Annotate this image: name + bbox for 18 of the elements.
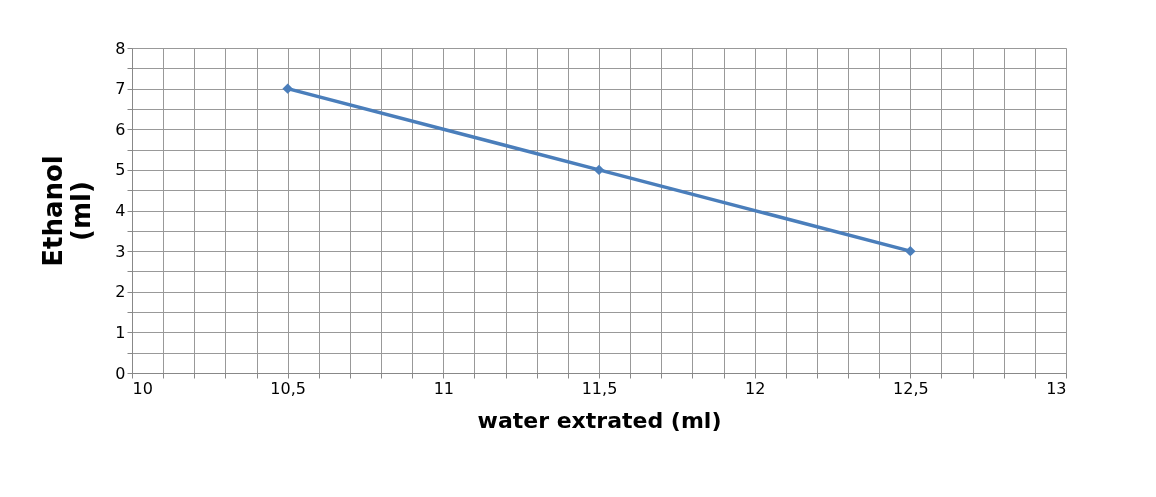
y-axis-title: Ethanol (ml): [38, 155, 97, 267]
y-tick-label: 6: [115, 119, 126, 139]
y-tick-label: 3: [115, 241, 126, 261]
x-tick-label: 10,5: [270, 378, 306, 398]
y-tick-label: 2: [115, 282, 126, 302]
y-tick-label: 7: [115, 79, 126, 99]
y-tick-label: 1: [115, 322, 126, 342]
y-tick-label: 4: [115, 201, 126, 220]
y-tick-label: 8: [115, 38, 126, 58]
x-tick-label: 12: [744, 378, 766, 398]
x-tick-label: 10: [132, 378, 153, 398]
x-axis-title: water extrated (ml): [477, 407, 722, 433]
x-tick-label: 12,5: [893, 378, 929, 398]
x-tick-label: 11: [433, 378, 455, 398]
x-tick-label: 13: [1046, 378, 1067, 398]
y-tick-label: 0: [115, 363, 126, 383]
y-tick-label: 5: [115, 160, 126, 180]
x-tick-label: 11,5: [581, 378, 618, 398]
